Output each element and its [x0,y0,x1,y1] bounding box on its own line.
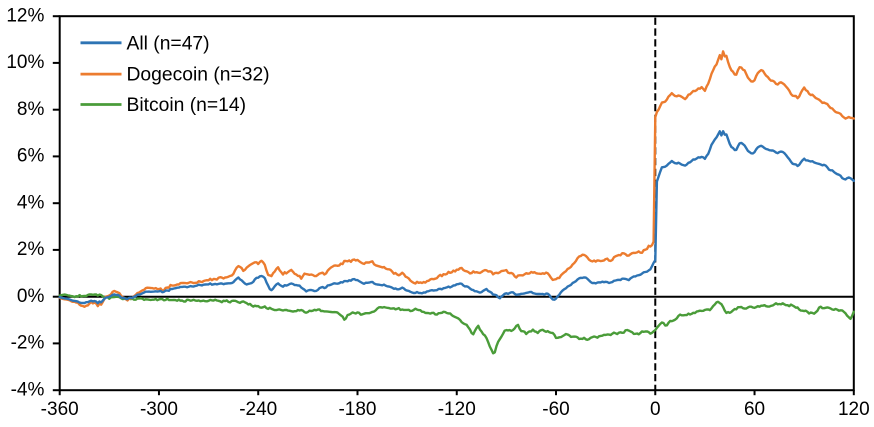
svg-text:-300: -300 [140,399,178,420]
svg-text:4%: 4% [17,192,45,213]
svg-text:2%: 2% [17,239,45,260]
svg-text:0%: 0% [17,286,45,307]
svg-text:-180: -180 [338,399,376,420]
svg-text:Bitcoin (n=14): Bitcoin (n=14) [127,95,247,116]
svg-text:Dogecoin (n=32): Dogecoin (n=32) [127,65,270,86]
svg-text:0: 0 [650,399,661,420]
svg-text:-120: -120 [438,399,476,420]
svg-text:-4%: -4% [11,379,45,400]
svg-text:-2%: -2% [11,333,45,354]
svg-text:10%: 10% [6,52,44,73]
svg-text:-360: -360 [41,399,79,420]
svg-text:-60: -60 [542,399,569,420]
svg-text:6%: 6% [17,146,45,167]
svg-text:8%: 8% [17,99,45,120]
svg-text:12%: 12% [6,5,44,26]
svg-text:120: 120 [838,399,870,420]
svg-text:All (n=47): All (n=47) [127,33,210,54]
svg-text:60: 60 [744,399,765,420]
svg-text:-240: -240 [239,399,277,420]
